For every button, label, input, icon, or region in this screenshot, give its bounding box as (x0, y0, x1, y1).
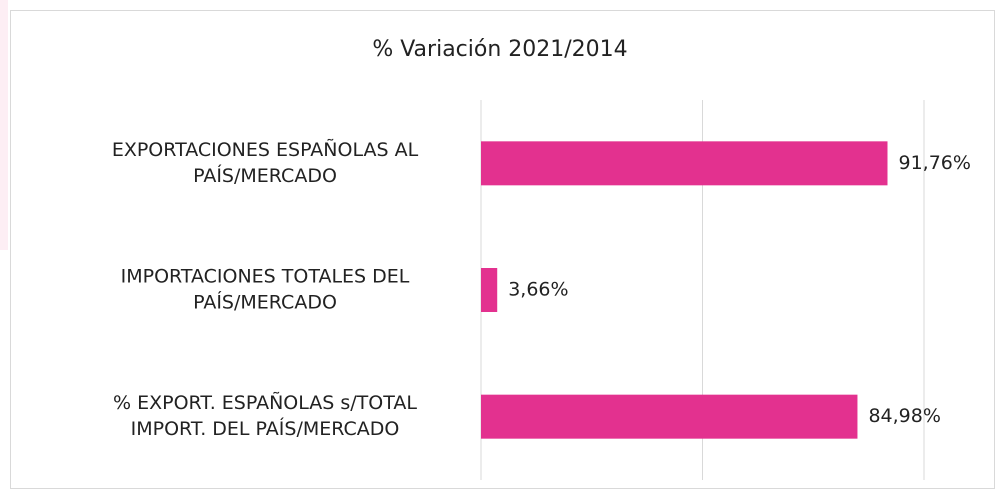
data-label: 84,98% (868, 405, 940, 427)
y-tick-label: % EXPORT. ESPAÑOLAS s/TOTAL (113, 391, 417, 414)
side-stripe (0, 0, 8, 250)
data-label: 91,76% (898, 152, 970, 174)
y-tick-label: IMPORT. DEL PAÍS/MERCADO (131, 417, 400, 440)
bar (481, 268, 498, 312)
y-tick-label: EXPORTACIONES ESPAÑOLAS AL (112, 138, 419, 161)
y-tick-label: IMPORTACIONES TOTALES DEL (121, 266, 410, 288)
chart-title: % Variación 2021/2014 (372, 37, 627, 62)
bar (481, 141, 888, 186)
y-tick-label: PAÍS/MERCADO (193, 291, 337, 314)
bar (481, 394, 858, 439)
data-label: 3,66% (508, 279, 568, 301)
y-tick-label: PAÍS/MERCADO (193, 164, 337, 187)
